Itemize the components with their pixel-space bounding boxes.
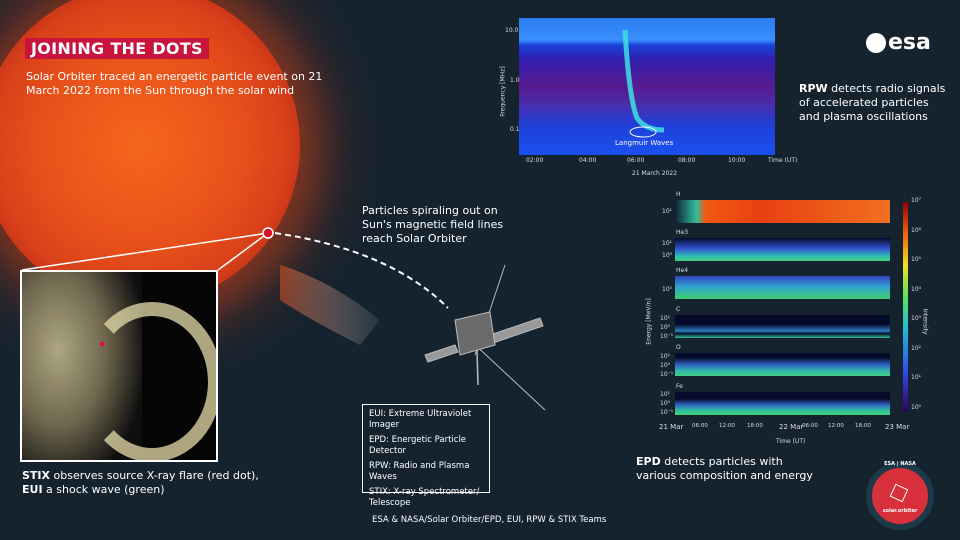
epd-panel-c [675,315,890,338]
rpw-xtick: 04:00 [579,157,597,164]
colorbar-label: Intensity [921,308,929,335]
colorbar-tick: 10² [911,344,922,352]
particles-caption: Particles spiraling out on Sun's magneti… [362,204,504,245]
legend-item: EUI: Extreme Ultraviolet Imager [369,409,472,430]
colorbar-tick: 10⁷ [911,197,922,204]
particle-path-arc [274,232,449,309]
epd-panel-fe [675,392,890,415]
rpw-caption: RPW detects radio signals of accelerated… [799,82,946,123]
flare-source-marker [262,227,274,239]
rpw-xtick: 10:00 [728,157,746,164]
instrument-legend: EUI: Extreme Ultraviolet Imager EPD: Ene… [362,404,490,508]
credit: ESA & NASA/Solar Orbiter/EPD, EUI, RPW &… [372,515,607,525]
panel-label: He3 [676,229,689,236]
epd-xtick: 12:00 [828,423,844,429]
epd-ytick: 10¹ [662,208,673,215]
epd-ytick: 10⁻¹ [660,371,674,378]
badge-text: ESA | NASA [884,461,916,467]
epd-ytick: 10⁰ [660,324,671,331]
epd-caption: EPD detects particles with various compo… [636,455,813,482]
epd-ytick: 10¹ [660,391,671,398]
epd-ytick: 10¹ [660,353,671,360]
epd-ytick: 10⁻¹ [660,333,674,340]
intensity-colorbar [903,202,908,412]
colorbar-tick: 10⁵ [911,256,922,264]
epd-ytick: 10⁰ [660,362,671,369]
rpw-ytick: 10.0 [505,27,519,34]
solar-wind-plume [280,265,380,345]
epd-xtick: 18:00 [855,423,871,429]
panel-label: Fe [676,383,683,390]
stix-eui-inset-image [20,270,218,462]
rpw-spectrogram: Langmuir Waves [519,18,775,155]
solar-orbiter-mission-badge: solar.orbiter ESA | NASA [866,461,934,530]
page-title: JOINING THE DOTS [25,38,209,59]
epd-xtick: 12:00 [719,423,735,429]
esa-logo-mark-icon [866,32,886,53]
epd-ytick: 10⁰ [662,252,673,259]
panel-label: C [676,306,681,313]
panel-label: H [676,191,681,198]
subtitle: Solar Orbiter traced an energetic partic… [26,70,323,97]
epd-xtick: 21 Mar [659,423,684,431]
epd-xlabel: Time (UT) [776,438,806,445]
epd-xtick: 18:00 [747,423,763,429]
epd-ytick: 10⁻¹ [660,409,674,416]
epd-xtick: 22 Mar [779,423,804,431]
epd-ylabel: Energy [MeV/n] [645,298,653,345]
flare-red-dot [100,342,104,346]
epd-xtick: 06:00 [802,423,818,429]
colorbar-tick: 10³ [911,315,922,323]
spacecraft-icon [889,483,909,503]
epd-ytick: 10¹ [662,240,673,247]
langmuir-waves-label: Langmuir Waves [615,139,674,147]
legend-item: EPD: Energetic Particle Detector [369,435,467,456]
rpw-date-label: 21 March 2022 [632,170,678,177]
panel-label: O [676,344,681,351]
rpw-ytick: 1.0 [510,77,520,84]
stix-caption: STIX observes source X-ray flare (red do… [22,469,259,496]
epd-ytick: 10⁰ [660,400,671,407]
colorbar-tick: 10⁴ [911,285,922,293]
epd-ytick: 10¹ [660,315,671,322]
legend-item: STIX: X-ray Spectrometer/ Telescope [369,487,480,508]
langmuir-waves-ellipse [629,126,657,138]
radio-burst [622,29,665,133]
epd-xtick: 23 Mar [885,423,910,431]
rpw-ytick: 0.1 [510,126,520,133]
esa-logo: esa [866,30,931,55]
rpw-xaxis-title: Time (UT) [768,157,798,164]
solar-orbiter-spacecraft [424,264,546,411]
panel-label: He4 [676,267,689,274]
badge-text: solar.orbiter [882,508,918,514]
epd-panel-he3 [675,238,890,261]
rpw-ylabel: Frequency [MHz] [499,66,507,117]
rpw-xtick: 06:00 [627,157,645,164]
colorbar-tick: 10¹ [911,374,922,382]
epd-panel-o [675,353,890,376]
colorbar-tick: 10⁶ [911,226,922,234]
epd-xtick: 06:00 [692,423,708,429]
epd-panel-h [675,200,890,223]
epd-ytick: 10⁰ [662,286,673,293]
colorbar-tick: 10⁰ [911,404,922,411]
rpw-xtick: 08:00 [678,157,696,164]
legend-item: RPW: Radio and Plasma Waves [369,461,470,482]
rpw-xtick: 02:00 [526,157,544,164]
epd-panel-he4 [675,276,890,299]
